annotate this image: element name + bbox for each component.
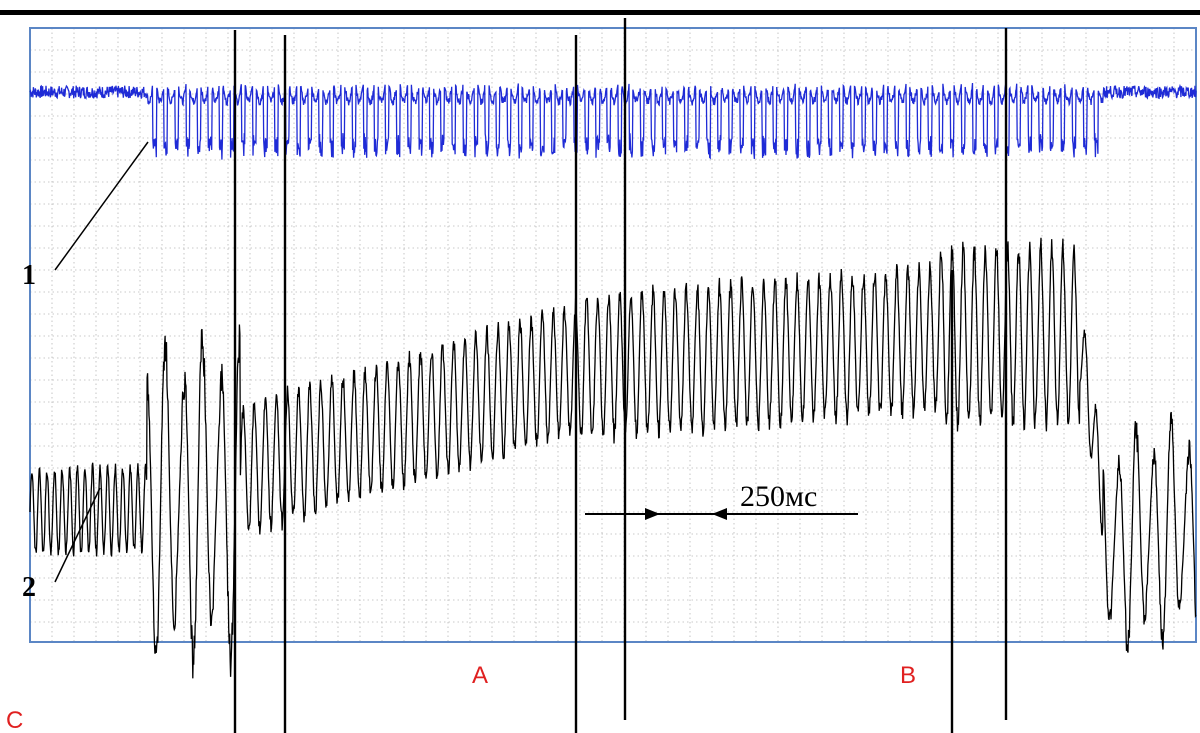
trace-2-label: 2	[22, 572, 36, 603]
trace-2-leader	[54, 487, 101, 583]
region-label-c: C	[6, 707, 23, 733]
marker-lines	[233, 18, 1008, 733]
region-label-a: A	[472, 662, 488, 689]
trace-1-leader	[54, 141, 149, 271]
scale-bar-label: 250мс	[740, 480, 817, 513]
trace-1-label: 1	[22, 260, 36, 291]
trace-2-line	[29, 237, 1197, 679]
trace-1-line	[29, 82, 1197, 160]
plot-frame	[29, 27, 1197, 643]
scale-bar: 250мс	[585, 480, 858, 520]
top-rule	[0, 10, 1200, 15]
region-label-b: B	[900, 662, 916, 689]
grid	[30, 28, 1196, 642]
